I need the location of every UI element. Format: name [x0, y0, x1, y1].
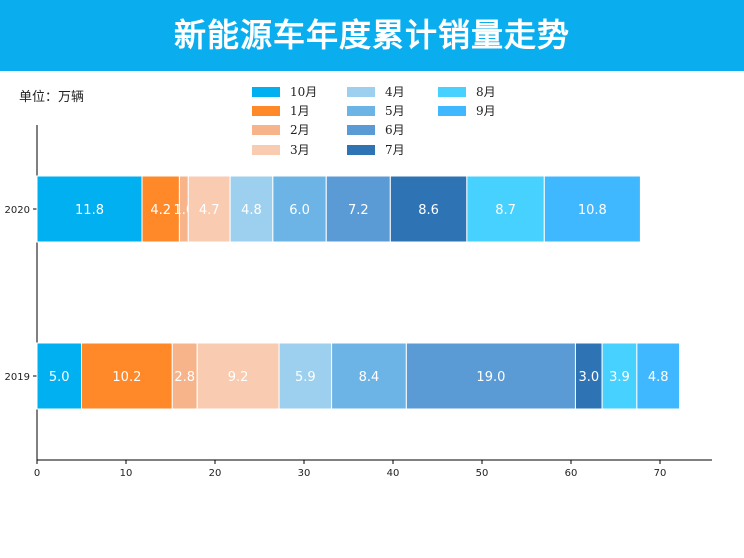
legend-label: 7月	[385, 143, 405, 157]
bar-data-label: 5.9	[295, 370, 316, 385]
unit-label: 单位：万辆	[19, 90, 85, 105]
bar-segment	[601, 342, 638, 410]
y-tick-label: 2019	[5, 372, 30, 383]
bar-segment	[187, 175, 231, 243]
legend-swatch	[347, 125, 375, 135]
bar-segment	[229, 175, 274, 243]
legend-label: 1月	[290, 104, 310, 118]
legend-swatch	[438, 106, 466, 116]
bar-segment	[141, 175, 180, 243]
bar-segment	[405, 342, 576, 410]
legend-swatch	[252, 87, 280, 97]
bar-data-label: 4.2	[150, 203, 171, 218]
bar-segment	[543, 175, 641, 243]
bar-segment	[574, 342, 603, 410]
bar-data-label: 3.9	[609, 370, 630, 385]
bar-segment	[636, 342, 681, 410]
bar-segment	[272, 175, 327, 243]
legend-swatch	[252, 106, 280, 116]
bar-data-label: 8.4	[359, 370, 380, 385]
bar-data-label: 8.7	[495, 203, 516, 218]
x-tick-label: 0	[34, 468, 40, 479]
bar-data-label: 7.2	[348, 203, 369, 218]
legend-swatch	[347, 87, 375, 97]
bar-data-label: 6.0	[289, 203, 310, 218]
legend-label: 5月	[385, 104, 405, 118]
bar-data-label: 3.0	[578, 370, 599, 385]
bar-data-label: 4.7	[199, 203, 220, 218]
x-tick-label: 20	[209, 468, 222, 479]
x-tick-label: 60	[565, 468, 578, 479]
legend-swatch	[438, 87, 466, 97]
legend-label: 6月	[385, 123, 405, 137]
x-tick-label: 10	[120, 468, 133, 479]
bar-data-label: 11.8	[75, 203, 104, 218]
bar-data-label: 8.6	[418, 203, 439, 218]
x-tick-label: 70	[654, 468, 667, 479]
x-tick-label: 50	[476, 468, 489, 479]
bar-segment	[325, 175, 391, 243]
bar-segment	[389, 175, 468, 243]
legend-label: 2月	[290, 123, 310, 137]
legend-label: 9月	[476, 104, 496, 118]
bar-segment	[81, 342, 173, 410]
bar-segment	[278, 342, 333, 410]
bar-data-label: 19.0	[476, 370, 505, 385]
bar-data-label: 10.2	[112, 370, 141, 385]
legend-label: 10月	[290, 85, 317, 99]
y-tick-label: 2020	[5, 205, 30, 216]
bar-data-label: 10.8	[578, 203, 607, 218]
x-tick-label: 40	[387, 468, 400, 479]
page-title: 新能源车年度累计销量走势	[173, 16, 570, 54]
legend-label: 8月	[476, 85, 496, 99]
bar-segment	[36, 342, 82, 410]
bar-segment	[196, 342, 280, 410]
legend-label: 3月	[290, 143, 310, 157]
bar-segment	[171, 342, 198, 410]
bar-segment	[36, 175, 143, 243]
bar-data-label: 5.0	[49, 370, 70, 385]
x-tick-label: 30	[298, 468, 311, 479]
bar-data-label: 2.8	[174, 370, 195, 385]
bar-segment	[331, 342, 407, 410]
bar-data-label: 4.8	[241, 203, 262, 218]
legend-swatch	[252, 125, 280, 135]
legend-swatch	[347, 106, 375, 116]
bar-data-label: 9.2	[228, 370, 249, 385]
bar-data-label: 4.8	[648, 370, 669, 385]
legend-swatch	[252, 145, 280, 155]
title-banner	[0, 0, 744, 71]
bar-segment	[466, 175, 545, 243]
legend-label: 4月	[385, 85, 405, 99]
legend-swatch	[347, 145, 375, 155]
